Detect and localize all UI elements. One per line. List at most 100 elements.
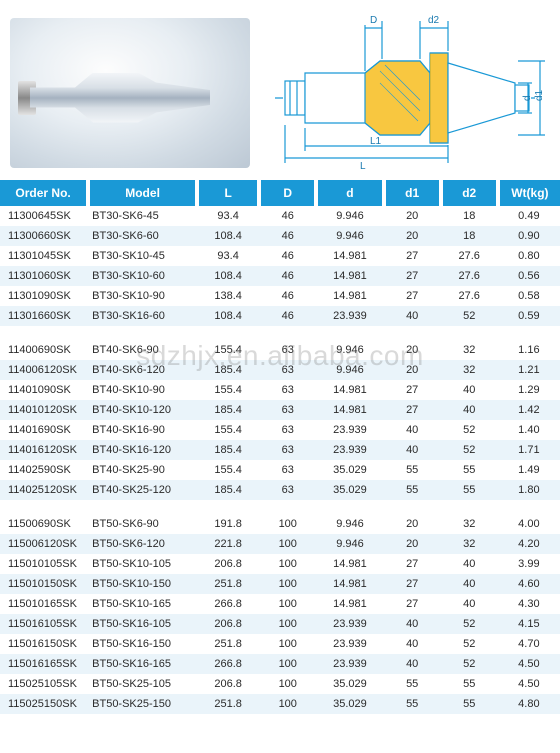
table-cell: 14.981 — [316, 554, 383, 574]
table-cell: 52 — [441, 654, 498, 674]
table-cell: 46 — [259, 246, 316, 266]
table-cell: 11400690SK — [0, 340, 88, 360]
table-cell: BT50-SK10-165 — [88, 594, 197, 614]
table-cell: 27.6 — [441, 286, 498, 306]
table-cell: 155.4 — [197, 420, 259, 440]
table-cell: BT40-SK25-90 — [88, 460, 197, 480]
table-cell: 55 — [441, 694, 498, 714]
table-cell: 191.8 — [197, 514, 259, 534]
group-gap — [0, 500, 560, 514]
table-cell: BT30-SK10-45 — [88, 246, 197, 266]
table-cell: 63 — [259, 380, 316, 400]
table-cell: 55 — [441, 674, 498, 694]
table-cell: 55 — [441, 480, 498, 500]
table-cell: BT50-SK16-105 — [88, 614, 197, 634]
table-cell: 100 — [259, 574, 316, 594]
table-cell: 11401090SK — [0, 380, 88, 400]
table-cell: 100 — [259, 514, 316, 534]
table-cell: BT50-SK6-120 — [88, 534, 197, 554]
table-cell: 100 — [259, 614, 316, 634]
table-cell: BT30-SK10-90 — [88, 286, 197, 306]
table-cell: BT40-SK10-90 — [88, 380, 197, 400]
table-cell: 11301045SK — [0, 246, 88, 266]
table-cell: 27 — [384, 400, 441, 420]
table-cell: 9.946 — [316, 514, 383, 534]
table-cell: 35.029 — [316, 480, 383, 500]
table-cell: 52 — [441, 634, 498, 654]
table-cell: 20 — [384, 534, 441, 554]
table-cell: 1.80 — [498, 480, 560, 500]
table-cell: 115010165SK — [0, 594, 88, 614]
table-cell: 27 — [384, 246, 441, 266]
table-cell: 23.939 — [316, 440, 383, 460]
table-cell: BT30-SK6-60 — [88, 226, 197, 246]
col-header: Model — [88, 180, 197, 206]
table-cell: 155.4 — [197, 460, 259, 480]
table-cell: 52 — [441, 614, 498, 634]
table-cell: 1.21 — [498, 360, 560, 380]
group-gap — [0, 326, 560, 340]
table-row: 11300660SKBT30-SK6-60108.4469.94620180.9… — [0, 226, 560, 246]
table-cell: BT40-SK10-120 — [88, 400, 197, 420]
table-cell: 185.4 — [197, 480, 259, 500]
table-row: 114025120SKBT40-SK25-120185.46335.029555… — [0, 480, 560, 500]
table-cell: 100 — [259, 634, 316, 654]
table-cell: 63 — [259, 420, 316, 440]
table-cell: 63 — [259, 340, 316, 360]
table-cell: 23.939 — [316, 306, 383, 326]
table-cell: 206.8 — [197, 554, 259, 574]
table-cell: 4.70 — [498, 634, 560, 654]
table-cell: 23.939 — [316, 614, 383, 634]
table-cell: 0.90 — [498, 226, 560, 246]
table-row: 115016105SKBT50-SK16-105206.810023.93940… — [0, 614, 560, 634]
table-cell: 14.981 — [316, 266, 383, 286]
table-cell: 27 — [384, 594, 441, 614]
table-cell: 20 — [384, 206, 441, 226]
col-header: L — [197, 180, 259, 206]
table-cell: 18 — [441, 206, 498, 226]
table-cell: 11300645SK — [0, 206, 88, 226]
table-cell: 9.946 — [316, 206, 383, 226]
table-cell: 11301660SK — [0, 306, 88, 326]
table-cell: 18 — [441, 226, 498, 246]
table-cell: 251.8 — [197, 694, 259, 714]
table-cell: 63 — [259, 360, 316, 380]
table-row: 115016150SKBT50-SK16-150251.810023.93940… — [0, 634, 560, 654]
table-cell: 100 — [259, 654, 316, 674]
table-cell: 27 — [384, 286, 441, 306]
table-cell: 115016105SK — [0, 614, 88, 634]
table-row: 11300645SKBT30-SK6-4593.4469.94620180.49 — [0, 206, 560, 226]
table-cell: 14.981 — [316, 574, 383, 594]
table-cell: 185.4 — [197, 400, 259, 420]
table-cell: 0.49 — [498, 206, 560, 226]
table-cell: 9.946 — [316, 534, 383, 554]
table-cell: 46 — [259, 206, 316, 226]
table-cell: 108.4 — [197, 306, 259, 326]
dim-label-L1: L1 — [370, 136, 382, 147]
table-row: 115006120SKBT50-SK6-120221.81009.9462032… — [0, 534, 560, 554]
table-cell: BT40-SK6-120 — [88, 360, 197, 380]
col-header: d2 — [441, 180, 498, 206]
table-cell: 115010105SK — [0, 554, 88, 574]
table-cell: 108.4 — [197, 226, 259, 246]
table-cell: 0.58 — [498, 286, 560, 306]
table-cell: 27 — [384, 554, 441, 574]
table-cell: 14.981 — [316, 400, 383, 420]
table-cell: 11500690SK — [0, 514, 88, 534]
table-cell: 108.4 — [197, 266, 259, 286]
table-cell: 251.8 — [197, 634, 259, 654]
table-header: Order No.ModelLDdd1d2Wt(kg) — [0, 180, 560, 206]
table-cell: 23.939 — [316, 420, 383, 440]
table-cell: BT40-SK16-90 — [88, 420, 197, 440]
table-cell: 9.946 — [316, 226, 383, 246]
table-cell: 46 — [259, 226, 316, 246]
col-header: d1 — [384, 180, 441, 206]
col-header: D — [259, 180, 316, 206]
table-cell: 221.8 — [197, 534, 259, 554]
table-cell: 40 — [441, 594, 498, 614]
table-row: 114006120SKBT40-SK6-120185.4639.94620321… — [0, 360, 560, 380]
table-row: 115010150SKBT50-SK10-150251.810014.98127… — [0, 574, 560, 594]
table-cell: 1.71 — [498, 440, 560, 460]
table-cell: BT30-SK10-60 — [88, 266, 197, 286]
dim-label-d1: d1 — [534, 89, 545, 101]
